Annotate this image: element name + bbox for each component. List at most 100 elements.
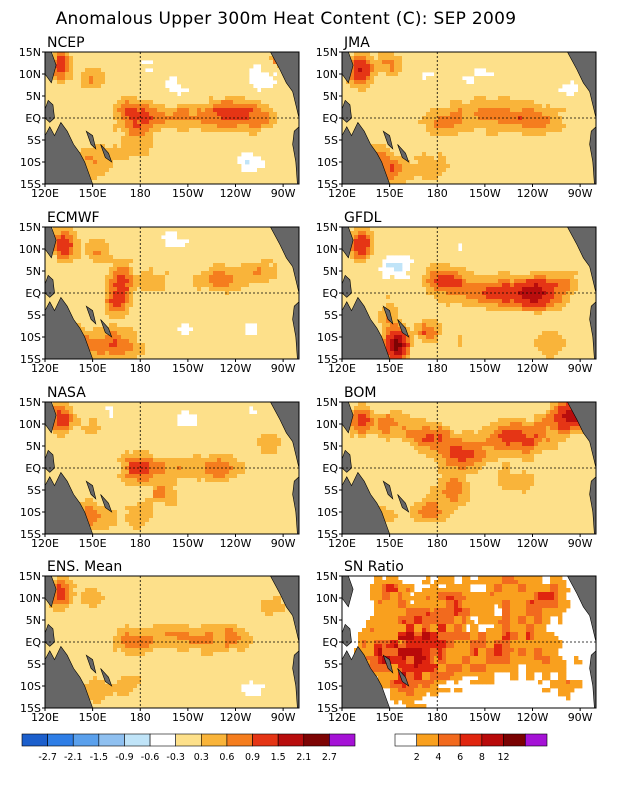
contour-cell — [442, 84, 447, 89]
contour-cell — [233, 132, 238, 137]
contour-cell — [245, 96, 250, 101]
contour-cell — [478, 64, 483, 69]
contour-cell — [137, 180, 142, 184]
contour-cell — [378, 152, 383, 157]
contour-cell — [434, 160, 439, 165]
contour-cell — [237, 76, 242, 81]
contour-cell — [233, 227, 238, 232]
contour-cell — [185, 172, 190, 177]
contour-cell — [181, 271, 186, 276]
contour-cell — [366, 132, 371, 137]
contour-cell — [526, 140, 531, 145]
contour-cell — [542, 152, 547, 157]
contour-cell — [173, 108, 178, 113]
contour-cell — [490, 80, 495, 85]
contour-cell — [97, 267, 102, 272]
contour-cell — [93, 267, 98, 272]
contour-cell — [442, 64, 447, 69]
contour-cell — [358, 76, 363, 81]
contour-cell — [157, 247, 162, 252]
contour-cell — [81, 124, 86, 129]
contour-cell — [554, 108, 559, 113]
contour-cell — [346, 84, 351, 89]
contour-cell — [185, 76, 190, 81]
contour-cell — [414, 164, 419, 169]
contour-cell — [69, 251, 74, 256]
contour-cell — [257, 116, 262, 121]
contour-cell — [177, 148, 182, 153]
contour-cell — [149, 56, 154, 61]
contour-cell — [289, 144, 294, 149]
contour-cell — [105, 108, 110, 113]
contour-cell — [293, 180, 298, 184]
contour-cell — [69, 247, 74, 252]
contour-cell — [97, 136, 102, 141]
contour-cell — [502, 132, 507, 137]
contour-cell — [358, 120, 363, 125]
contour-cell — [177, 227, 182, 232]
contour-cell — [185, 267, 190, 272]
contour-cell — [117, 267, 122, 272]
contour-cell — [426, 60, 431, 65]
contour-cell — [65, 120, 70, 125]
contour-cell — [105, 160, 110, 165]
contour-cell — [121, 164, 126, 169]
contour-cell — [157, 72, 162, 77]
contour-cell — [141, 56, 146, 61]
contour-cell — [482, 164, 487, 169]
contour-cell — [233, 156, 238, 161]
contour-cell — [494, 132, 499, 137]
contour-cell — [450, 172, 455, 177]
contour-cell — [526, 120, 531, 125]
contour-cell — [446, 76, 451, 81]
contour-cell — [386, 88, 391, 93]
contour-cell — [213, 180, 218, 184]
contour-cell — [562, 96, 567, 101]
contour-cell — [89, 255, 94, 260]
contour-cell — [197, 271, 202, 276]
contour-cell — [253, 136, 258, 141]
contour-cell — [113, 227, 118, 232]
contour-cell — [165, 144, 170, 149]
contour-cell — [65, 235, 70, 240]
contour-cell — [105, 56, 110, 61]
contour-cell — [454, 80, 459, 85]
contour-cell — [105, 144, 110, 149]
contour-cell — [430, 156, 435, 161]
contour-cell — [450, 100, 455, 105]
contour-cell — [197, 72, 202, 77]
contour-cell — [570, 68, 575, 73]
contour-cell — [85, 136, 90, 141]
contour-cell — [362, 52, 367, 57]
contour-cell — [141, 52, 146, 57]
contour-cell — [438, 68, 443, 73]
contour-cell — [89, 108, 94, 113]
contour-cell — [462, 176, 467, 181]
contour-cell — [233, 128, 238, 133]
contour-cell — [434, 120, 439, 125]
contour-cell — [494, 128, 499, 133]
contour-cell — [482, 128, 487, 133]
contour-cell — [526, 172, 531, 177]
contour-cell — [526, 116, 531, 121]
contour-cell — [562, 68, 567, 73]
contour-cell — [173, 255, 178, 260]
contour-cell — [590, 104, 595, 109]
contour-cell — [253, 235, 258, 240]
contour-cell — [133, 92, 138, 97]
contour-cell — [149, 259, 154, 264]
contour-cell — [217, 120, 222, 125]
contour-cell — [358, 68, 363, 73]
contour-cell — [514, 96, 519, 101]
contour-cell — [193, 164, 198, 169]
contour-cell — [366, 112, 371, 117]
contour-cell — [93, 251, 98, 256]
contour-cell — [137, 68, 142, 73]
contour-cell — [486, 164, 491, 169]
contour-cell — [474, 108, 479, 113]
contour-cell — [129, 271, 134, 276]
contour-cell — [277, 120, 282, 125]
contour-cell — [578, 88, 583, 93]
contour-cell — [277, 132, 282, 137]
contour-cell — [117, 176, 122, 181]
